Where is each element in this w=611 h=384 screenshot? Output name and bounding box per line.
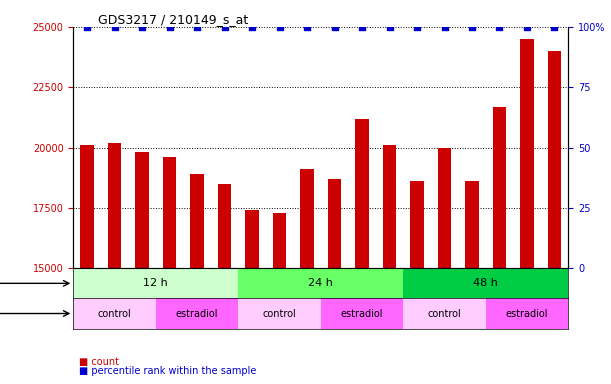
Bar: [238, 298, 321, 329]
Bar: [403, 298, 486, 329]
Bar: [156, 298, 238, 329]
Bar: [273, 213, 287, 384]
Point: [330, 24, 340, 30]
Text: 12 h: 12 h: [144, 278, 168, 288]
Bar: [321, 298, 403, 329]
Bar: [547, 51, 562, 384]
Text: estradiol: estradiol: [506, 308, 548, 318]
Point: [467, 24, 477, 30]
Bar: [355, 119, 369, 384]
Point: [165, 24, 175, 30]
Bar: [238, 268, 403, 298]
Point: [495, 24, 505, 30]
Point: [82, 24, 92, 30]
Text: 48 h: 48 h: [474, 278, 498, 288]
Text: estradiol: estradiol: [341, 308, 383, 318]
Bar: [382, 145, 397, 384]
Bar: [190, 174, 204, 384]
Bar: [163, 157, 177, 384]
Bar: [73, 268, 238, 298]
Point: [440, 24, 450, 30]
Text: control: control: [98, 308, 131, 318]
Point: [220, 24, 230, 30]
Bar: [410, 181, 424, 384]
Bar: [492, 106, 507, 384]
Bar: [135, 152, 149, 384]
Point: [247, 24, 257, 30]
Point: [192, 24, 202, 30]
Text: 24 h: 24 h: [309, 278, 333, 288]
Point: [302, 24, 312, 30]
Bar: [520, 39, 534, 384]
Point: [522, 24, 532, 30]
Point: [385, 24, 395, 30]
Bar: [486, 298, 568, 329]
Point: [550, 24, 560, 30]
Bar: [465, 181, 479, 384]
Text: GDS3217 / 210149_s_at: GDS3217 / 210149_s_at: [98, 13, 248, 26]
Bar: [80, 145, 94, 384]
Text: control: control: [263, 308, 296, 318]
Bar: [108, 143, 122, 384]
Text: ■ count: ■ count: [79, 357, 119, 367]
Point: [357, 24, 367, 30]
Bar: [73, 298, 156, 329]
Bar: [218, 184, 232, 384]
Point: [137, 24, 147, 30]
Text: ■ percentile rank within the sample: ■ percentile rank within the sample: [79, 366, 257, 376]
Bar: [245, 210, 259, 384]
Text: estradiol: estradiol: [176, 308, 218, 318]
Bar: [327, 179, 342, 384]
Bar: [403, 268, 568, 298]
Bar: [437, 147, 452, 384]
Point: [275, 24, 285, 30]
Bar: [300, 169, 314, 384]
Text: control: control: [428, 308, 461, 318]
Point: [412, 24, 422, 30]
Point: [110, 24, 120, 30]
